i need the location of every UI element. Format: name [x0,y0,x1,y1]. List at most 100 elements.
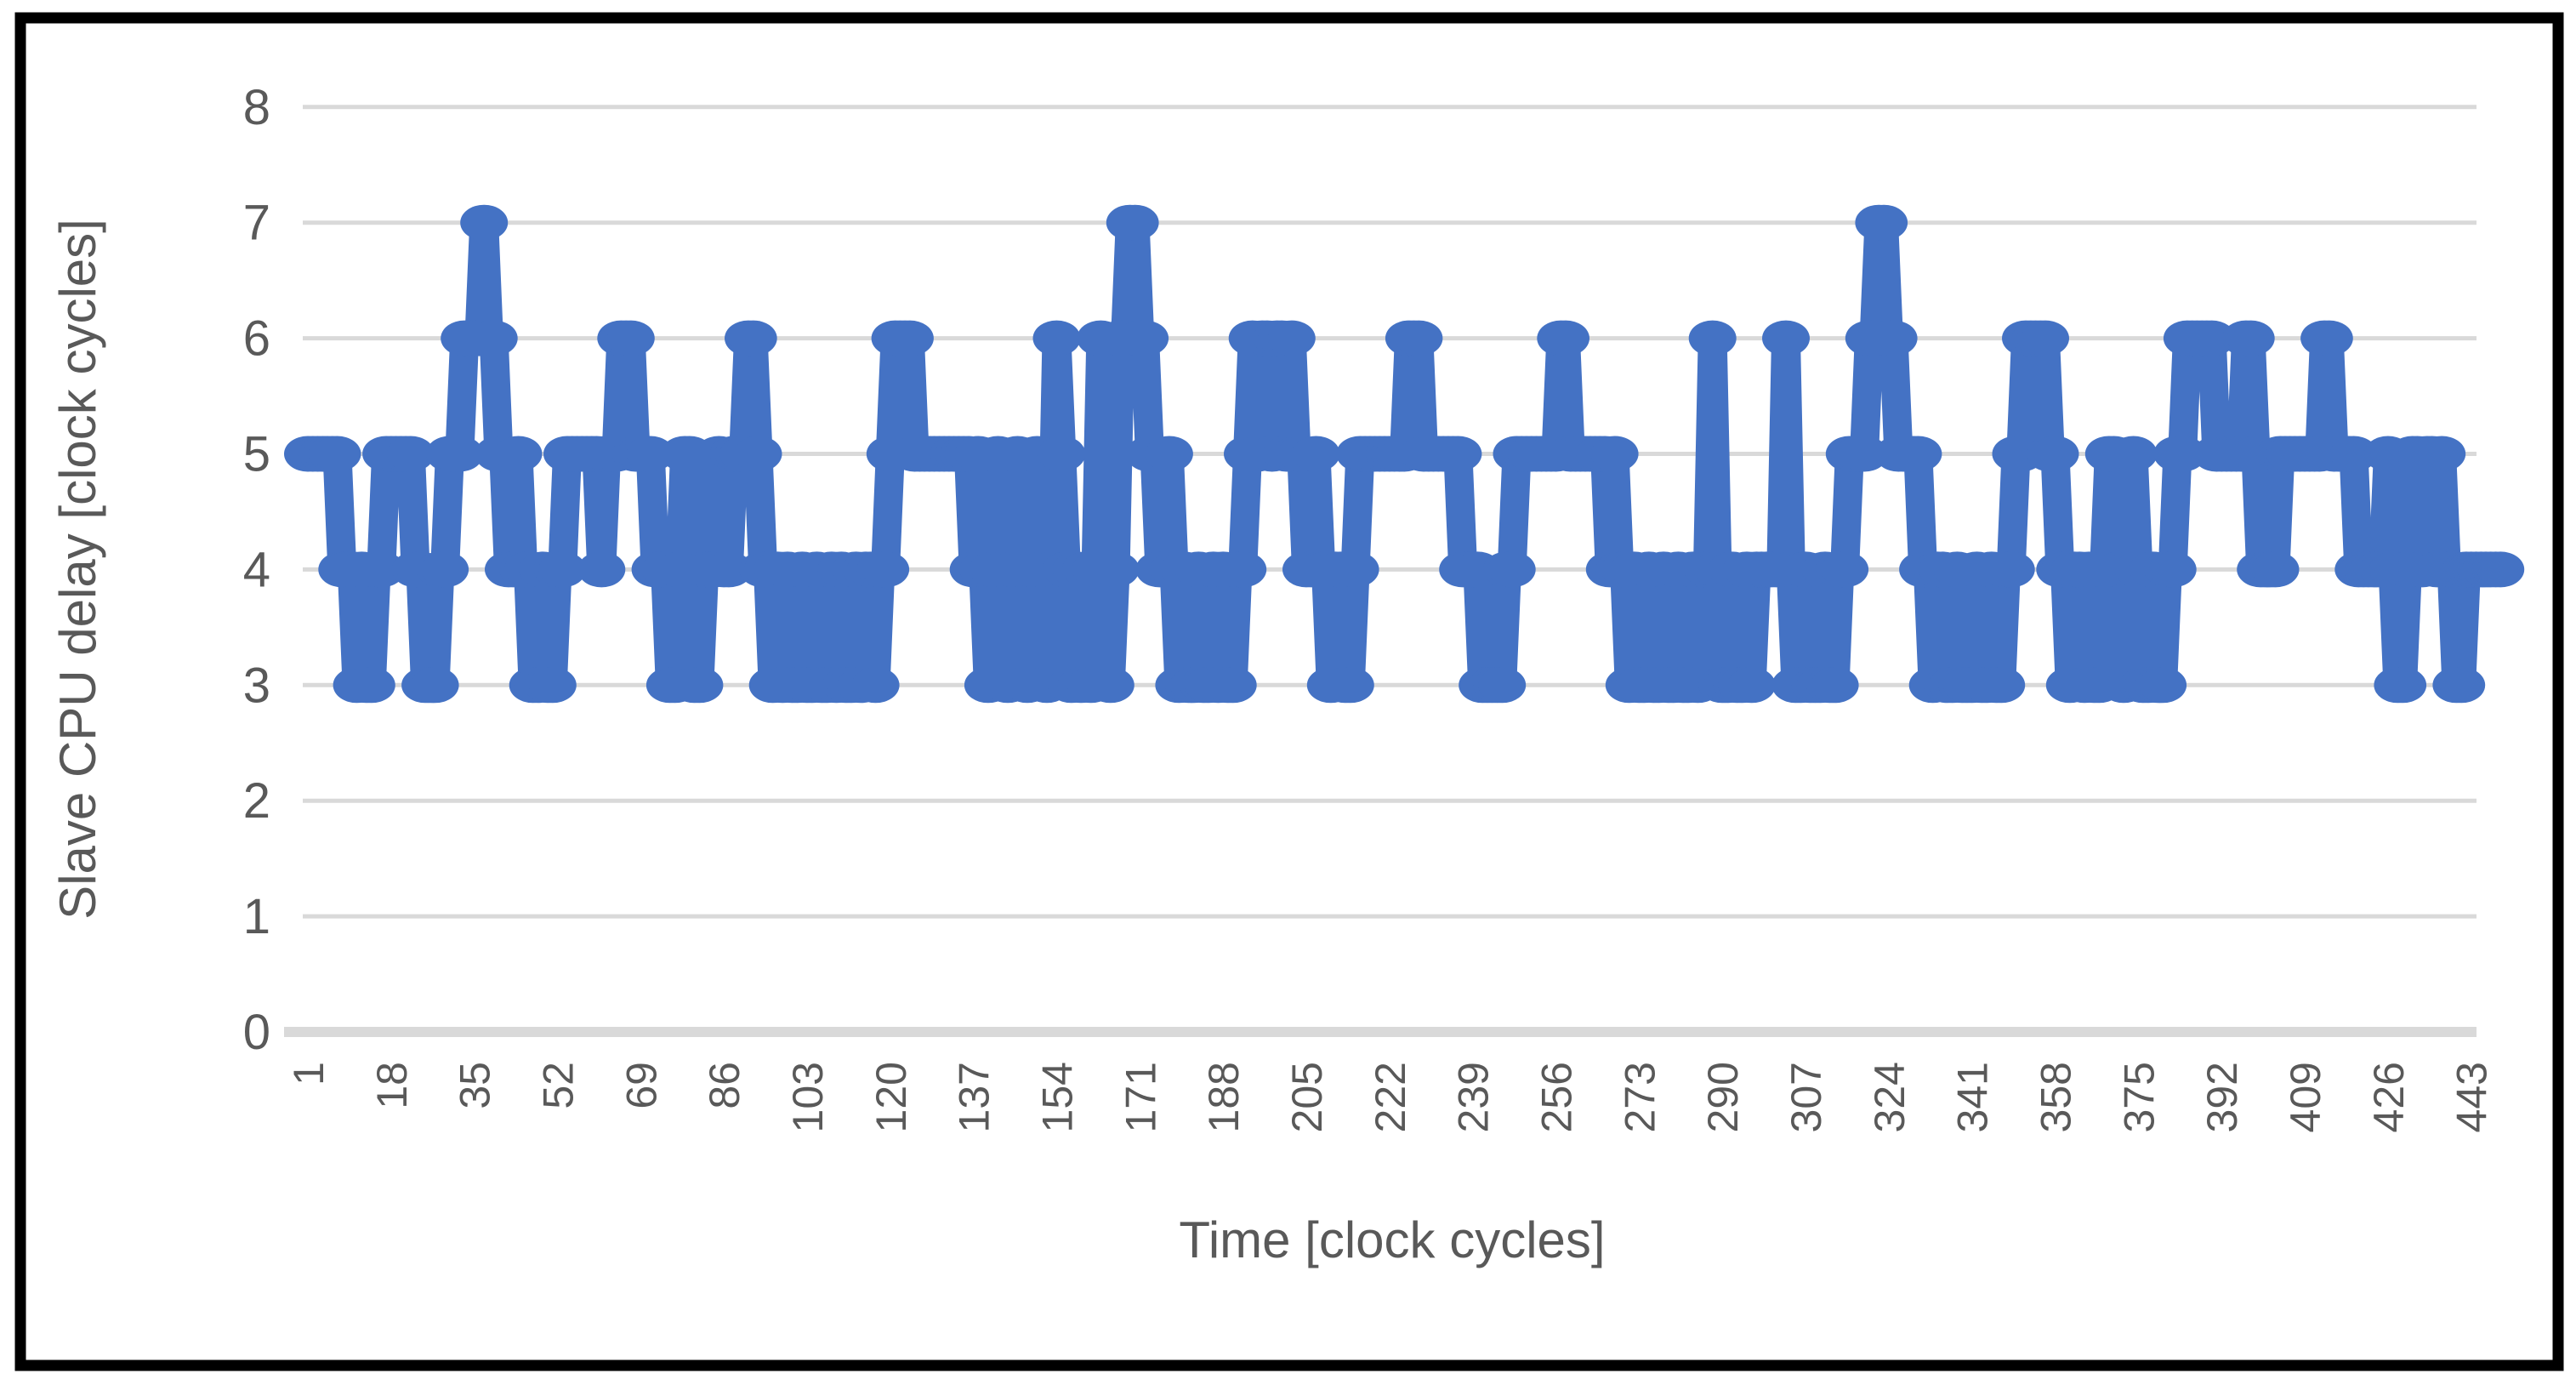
data-point-marker [704,551,753,588]
data-point-marker [421,551,469,588]
data-point-marker [2329,436,2378,472]
data-point-marker [1542,320,1589,356]
y-tick-label: 2 [243,773,270,829]
x-tick-label: 188 [1200,1062,1248,1132]
data-point-marker [626,436,674,472]
data-point-marker [885,320,934,356]
data-point-marker [1111,204,1159,241]
x-axis-tick-labels: 1 18 35 52 69 86 103 120 137 154 171 188 205 222 239 25… [285,1062,2496,1132]
data-point-marker [1395,320,1443,356]
data-point-marker [606,320,655,356]
x-tick-label: 341 [1949,1062,1997,1132]
data-point-marker [1478,667,1527,704]
data-point-marker [347,667,395,704]
data-series [284,204,2525,704]
y-tick-label: 1 [243,889,270,944]
data-point-marker [1688,320,1737,356]
data-point-marker [2305,320,2353,356]
data-point-marker [411,667,459,704]
data-point-marker [1987,551,2035,588]
data-point-marker [2148,551,2197,588]
data-point-marker [1487,551,1536,588]
data-point-marker [1326,667,1374,704]
data-point-marker [1208,667,1257,704]
y-tick-label: 6 [243,311,270,367]
data-point-marker [1086,667,1134,704]
x-tick-label: 222 [1367,1062,1414,1132]
data-point-marker [469,320,518,356]
x-tick-label: 256 [1533,1062,1581,1132]
data-point-marker [1840,436,1889,472]
data-point-marker [2226,320,2275,356]
x-tick-label: 443 [2448,1062,2496,1132]
data-point-marker [435,436,484,472]
data-point-marker [1292,436,1340,472]
x-tick-label: 35 [452,1062,499,1109]
y-tick-label: 4 [243,542,270,597]
data-point-marker [1894,436,1942,472]
data-point-marker [2437,667,2486,704]
data-point-marker [1727,667,1776,704]
y-tick-label: 8 [243,80,270,135]
data-point-marker [313,436,361,472]
y-axis-title: Slave CPU delay [clock cycles] [49,219,106,920]
data-point-marker [538,551,587,588]
x-tick-label: 426 [2365,1062,2413,1132]
data-point-marker [1121,320,1169,356]
data-point-marker [494,436,543,472]
x-tick-label: 171 [1117,1062,1164,1132]
data-point-marker [2251,551,2300,588]
data-point-marker [2476,551,2525,588]
x-tick-label: 154 [1034,1062,1082,1132]
data-point-marker [734,436,782,472]
data-point-marker [1331,551,1379,588]
data-point-marker [2187,320,2236,356]
x-tick-label: 324 [1866,1062,1914,1132]
data-point-marker [1032,320,1081,356]
y-tick-label: 5 [243,427,270,482]
data-point-marker [1091,551,1140,588]
data-point-marker [1821,551,1869,588]
x-tick-label: 239 [1450,1062,1498,1132]
data-point-marker [675,667,724,704]
data-point-marker [2031,436,2079,472]
data-point-marker [862,551,910,588]
y-axis-tick-labels: 0 1 2 3 4 5 6 7 8 [243,80,270,1060]
x-tick-label: 290 [1699,1062,1747,1132]
data-point-marker [1219,551,1267,588]
data-point-marker [729,320,777,356]
data-point-marker [2139,667,2187,704]
x-tick-label: 18 [368,1062,416,1109]
x-tick-label: 205 [1283,1062,1331,1132]
x-tick-label: 273 [1616,1062,1663,1132]
data-point-marker [2109,436,2158,472]
y-tick-label: 0 [243,1005,270,1060]
data-point-marker [1811,667,1859,704]
x-tick-label: 103 [784,1062,832,1132]
data-point-marker [851,667,900,704]
data-point-marker [2022,320,2069,356]
data-point-marker [1869,320,1918,356]
x-axis-title: Time [clock cycles] [1179,1211,1605,1268]
data-point-marker [1762,320,1810,356]
x-tick-label: 52 [535,1062,583,1109]
data-point-marker [1038,436,1086,472]
data-point-marker [357,551,406,588]
data-point-marker [1145,436,1193,472]
x-tick-label: 375 [2115,1062,2163,1132]
x-tick-label: 69 [617,1062,665,1109]
x-tick-label: 392 [2198,1062,2246,1132]
data-point-marker [2158,436,2207,472]
y-tick-label: 7 [243,196,270,251]
x-tick-label: 358 [2033,1062,2080,1132]
data-point-marker [386,436,435,472]
data-point-marker [1434,436,1482,472]
x-tick-label: 307 [1783,1062,1830,1132]
x-tick-label: 137 [951,1062,998,1132]
data-point-marker [1860,204,1908,241]
data-point-marker [460,204,509,241]
x-tick-label: 86 [701,1062,748,1109]
y-tick-label: 3 [243,658,270,713]
